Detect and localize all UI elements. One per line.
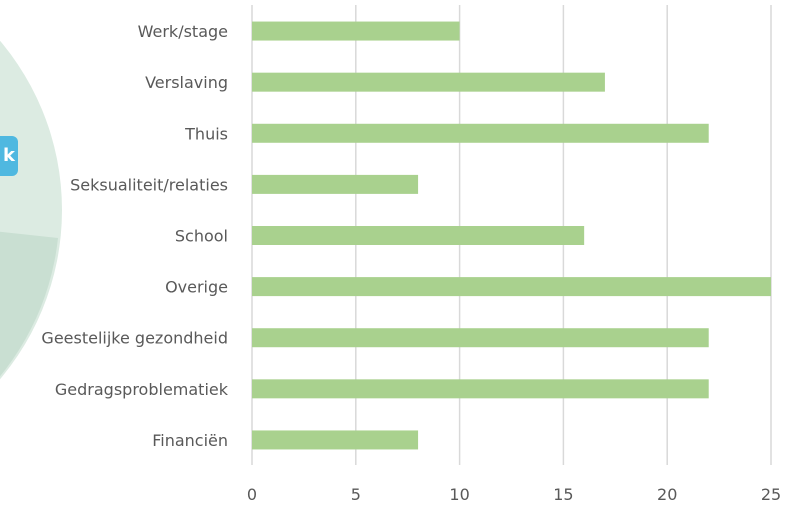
bar <box>252 379 709 399</box>
x-tick-label: 25 <box>761 485 781 504</box>
bar <box>252 277 771 297</box>
category-label: Werk/stage <box>138 22 228 41</box>
x-tick-labels: 0 5 10 15 20 25 <box>247 485 781 504</box>
category-label: Verslaving <box>145 73 228 92</box>
bar <box>252 430 419 450</box>
bar <box>252 174 419 194</box>
category-label: School <box>175 227 228 246</box>
category-label: Thuis <box>184 124 228 143</box>
x-tick-label: 20 <box>657 485 677 504</box>
category-labels: Werk/stage Verslaving Thuis Seksualiteit/re… <box>41 22 228 450</box>
category-label: Geestelijke gezondheid <box>41 329 228 348</box>
cropped-badge: k <box>0 136 18 176</box>
background-circle-shade <box>0 231 58 377</box>
category-label: Gedragsproblematiek <box>55 380 229 399</box>
bar <box>252 123 709 143</box>
x-tick-label: 5 <box>351 485 361 504</box>
category-label: Financiën <box>152 431 228 450</box>
x-tick-label: 15 <box>553 485 573 504</box>
category-label: Seksualiteit/relaties <box>70 175 228 194</box>
category-label: Overige <box>165 278 228 297</box>
bar <box>252 21 460 41</box>
bar <box>252 328 709 348</box>
bar <box>252 72 605 92</box>
bars <box>252 21 771 450</box>
x-tick-label: 0 <box>247 485 257 504</box>
x-tick-label: 10 <box>449 485 469 504</box>
bar <box>252 226 585 245</box>
